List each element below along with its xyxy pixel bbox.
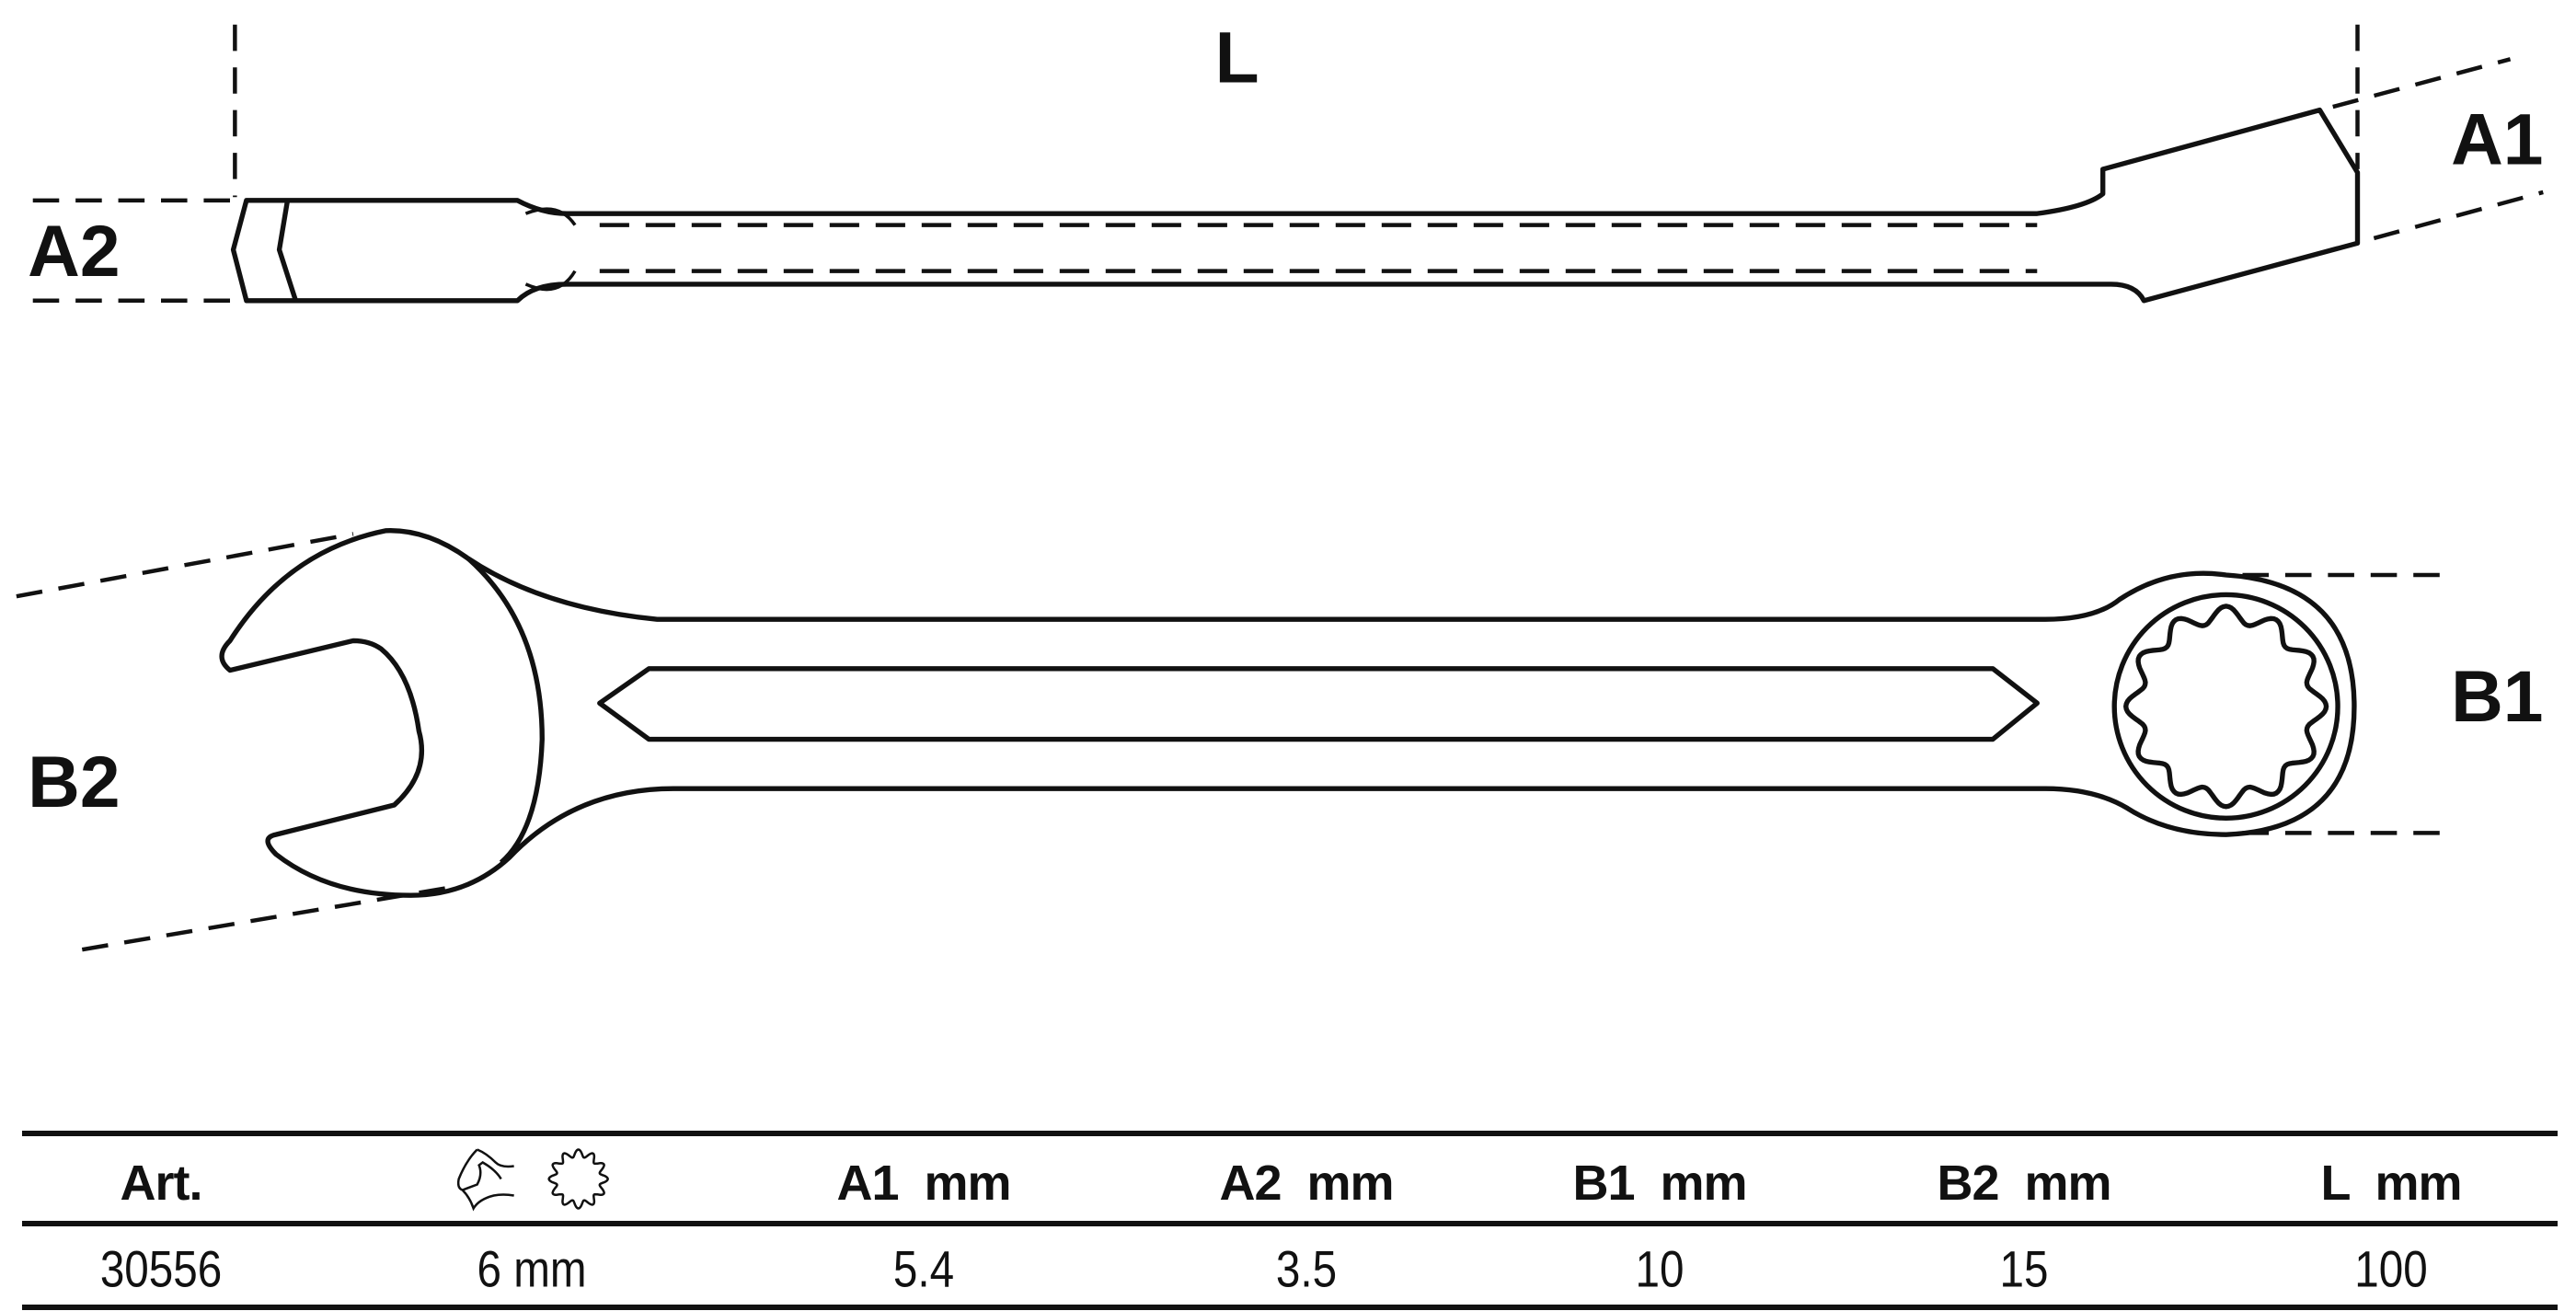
cell-size: 6 mm — [477, 1239, 587, 1298]
dimension-lines — [16, 24, 2544, 952]
cell-art: 30556 — [99, 1239, 223, 1298]
12-point-ring-profile — [2123, 604, 2329, 810]
label-L: L — [1215, 17, 1259, 98]
cell-a2: 3.5 — [1275, 1239, 1338, 1298]
cell-l: 100 — [2354, 1239, 2428, 1298]
header-size-icons — [425, 1126, 634, 1237]
wrench-side-view — [230, 107, 2361, 304]
12-point-ring-icon — [547, 1148, 609, 1210]
cell-b2: 15 — [1999, 1239, 2049, 1298]
header-a1: A1 mm — [836, 1156, 1011, 1211]
label-A1: A1 — [2451, 99, 2543, 180]
label-B2: B2 — [28, 742, 120, 822]
header-l: L mm — [2320, 1156, 2462, 1211]
table-bottom-rule — [22, 1305, 2558, 1310]
open-end-wrench-icon — [456, 1148, 514, 1212]
label-B1: B1 — [2451, 656, 2543, 737]
header-art: Art. — [120, 1156, 203, 1211]
cell-a1: 5.4 — [892, 1239, 955, 1298]
label-A2: A2 — [28, 211, 120, 292]
table-top-rule — [22, 1131, 2558, 1136]
cell-b1: 10 — [1635, 1239, 1685, 1298]
header-b2: B2 mm — [1937, 1156, 2111, 1211]
header-b1: B1 mm — [1572, 1156, 1747, 1211]
wrench-front-view — [219, 528, 2357, 898]
header-a2: A2 mm — [1219, 1156, 1394, 1211]
table-header-rule — [22, 1221, 2558, 1226]
